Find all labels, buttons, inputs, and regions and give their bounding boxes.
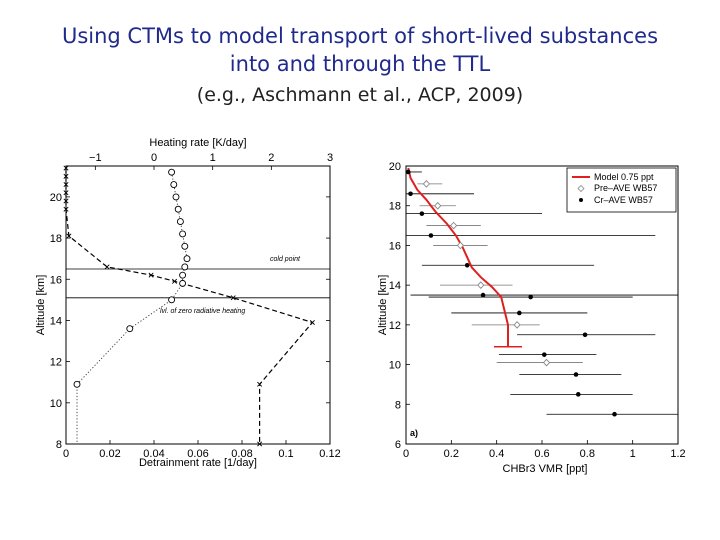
right-x-tick-label: 0 bbox=[403, 448, 409, 460]
left-top-tick-label: 3 bbox=[327, 152, 333, 164]
right-x-tick-label: 0.4 bbox=[489, 448, 504, 460]
crave-point bbox=[429, 233, 434, 238]
cold-point-label: cold point bbox=[270, 256, 301, 263]
crave-point bbox=[465, 263, 470, 268]
left-y-tick-label: 18 bbox=[50, 233, 62, 245]
left-y-tick-label: 8 bbox=[56, 439, 62, 451]
detrainment-rate-marker bbox=[180, 272, 186, 278]
crave-point bbox=[420, 211, 425, 216]
crave-point bbox=[408, 192, 413, 197]
detrainment-rate-marker bbox=[175, 206, 181, 212]
detrainment-rate-marker bbox=[173, 194, 179, 200]
detrainment-rate-marker bbox=[171, 182, 177, 188]
legend-entry-preave: Pre–AVE WB57 bbox=[594, 183, 657, 193]
right-y-axis-label: Altitude [km] bbox=[377, 275, 389, 336]
detrainment-rate-marker bbox=[74, 381, 80, 387]
left-y-tick-label: 14 bbox=[50, 315, 62, 327]
left-top-tick-label: 2 bbox=[268, 152, 274, 164]
left-bottom-tick-label: 0.1 bbox=[278, 448, 293, 460]
right-chart: 0 0.2 0.4 0.6 0.8 1 1.2 6 8 10 12 14 16 18 20 CHBr3 VM… bbox=[377, 161, 686, 475]
detrainment-rate-marker bbox=[180, 231, 186, 237]
legend-crave-swatch bbox=[579, 198, 583, 202]
right-y-tick-label: 18 bbox=[389, 201, 401, 213]
detrainment-rate-marker bbox=[180, 280, 186, 286]
legend-entry-model: Model 0.75 ppt bbox=[594, 172, 654, 182]
crave-point bbox=[583, 332, 588, 337]
left-chart: 81012141618200 0.02 0.04 0.06 0.08 0.1 0.12−1 0… bbox=[35, 137, 341, 469]
crave-point bbox=[612, 412, 617, 417]
legend-entry-crave: Cr–AVE WB57 bbox=[594, 195, 653, 205]
right-x-tick-label: 0.2 bbox=[444, 448, 459, 460]
right-x-axis-label: CHBr3 VMR [ppt] bbox=[503, 463, 588, 475]
left-top-axis-label: Heating rate [K/day] bbox=[149, 137, 246, 149]
right-y-tick-label: 10 bbox=[389, 360, 401, 372]
detrainment-rate-marker bbox=[169, 297, 175, 303]
right-x-tick-label: 0.6 bbox=[534, 448, 549, 460]
left-bottom-tick-label: 0 bbox=[63, 448, 69, 460]
right-x-tick-label: 1.2 bbox=[670, 448, 685, 460]
crave-point bbox=[574, 372, 579, 377]
detrainment-rate-marker bbox=[177, 219, 183, 225]
right-y-tick-label: 6 bbox=[395, 439, 401, 451]
right-legend: Model 0.75 ppt Pre–AVE WB57 Cr–AVE WB57 bbox=[567, 168, 676, 212]
crave-point bbox=[576, 392, 581, 397]
right-y-tick-label: 16 bbox=[389, 240, 401, 252]
crave-point bbox=[406, 170, 411, 175]
left-top-tick-label: −1 bbox=[89, 152, 102, 164]
crave-point bbox=[481, 293, 486, 298]
crave-point bbox=[517, 311, 522, 316]
panel-annotation: a) bbox=[410, 428, 418, 438]
zero-heating-label: lvl. of zero radiative heating bbox=[160, 308, 245, 315]
detrainment-rate-marker bbox=[182, 243, 188, 249]
right-y-tick-label: 20 bbox=[389, 161, 401, 173]
left-y-axis-label: Altitude [km] bbox=[35, 275, 47, 336]
left-top-tick-label: 1 bbox=[210, 152, 216, 164]
right-y-tick-label: 8 bbox=[395, 399, 401, 411]
crave-point bbox=[528, 295, 533, 300]
left-y-tick-label: 12 bbox=[50, 357, 62, 369]
right-x-tick-label: 1 bbox=[630, 448, 636, 460]
left-plot-frame bbox=[66, 166, 330, 444]
right-x-tick-label: 0.8 bbox=[580, 448, 595, 460]
detrainment-rate-marker bbox=[127, 326, 133, 332]
right-y-tick-label: 14 bbox=[389, 280, 401, 292]
left-bottom-tick-label: 0.02 bbox=[99, 448, 120, 460]
left-y-tick-label: 20 bbox=[50, 192, 62, 204]
detrainment-rate-marker bbox=[169, 169, 175, 175]
crave-point bbox=[542, 352, 547, 357]
detrainment-rate-marker bbox=[184, 256, 190, 262]
left-bottom-axis-label: Detrainment rate [1/day] bbox=[139, 457, 257, 469]
left-bottom-tick-label: 0.12 bbox=[319, 448, 340, 460]
right-y-tick-label: 12 bbox=[389, 320, 401, 332]
left-top-tick-label: 0 bbox=[151, 152, 157, 164]
left-y-tick-label: 16 bbox=[50, 274, 62, 286]
detrainment-rate-marker bbox=[182, 264, 188, 270]
left-y-tick-label: 10 bbox=[50, 398, 62, 410]
